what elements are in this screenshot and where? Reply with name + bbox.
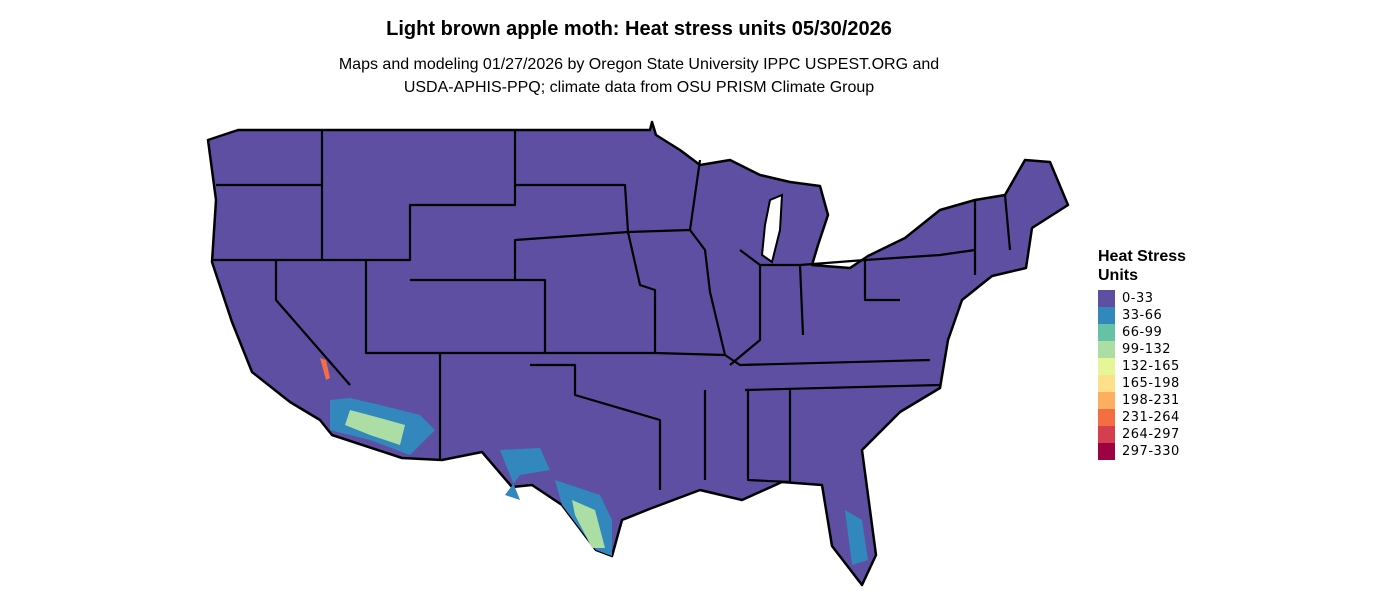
legend-label: 33-66: [1122, 308, 1163, 323]
heat-zone-south-texas-inner: [572, 500, 605, 548]
legend-swatch: [1098, 341, 1115, 358]
heat-zone-south-florida: [845, 510, 868, 565]
legend-swatch: [1098, 409, 1115, 426]
legend-item: 0-33: [1098, 290, 1208, 307]
legend-swatch: [1098, 324, 1115, 341]
legend-label: 198-231: [1122, 393, 1180, 408]
state-borders: [212, 130, 1012, 490]
legend-label: 165-198: [1122, 376, 1180, 391]
legend-swatch: [1098, 375, 1115, 392]
legend-swatch: [1098, 307, 1115, 324]
legend-label: 264-297: [1122, 427, 1180, 442]
legend-label: 66-99: [1122, 325, 1163, 340]
legend-item: 99-132: [1098, 341, 1208, 358]
legend-label: 297-330: [1122, 444, 1180, 459]
legend-swatch: [1098, 358, 1115, 375]
legend-swatch: [1098, 426, 1115, 443]
legend-item: 66-99: [1098, 324, 1208, 341]
legend-item: 165-198: [1098, 375, 1208, 392]
legend-item: 33-66: [1098, 307, 1208, 324]
legend-swatch: [1098, 443, 1115, 460]
heat-zones: [320, 358, 868, 565]
legend: Heat Stress Units 0-33 33-66 66-99 99-132 13…: [1098, 247, 1208, 460]
legend-item: 132-165: [1098, 358, 1208, 375]
heat-zone-colorado-river: [320, 358, 330, 380]
legend-label: 132-165: [1122, 359, 1180, 374]
legend-item: 264-297: [1098, 426, 1208, 443]
map-subtitle-line1: Maps and modeling 01/27/2026 by Oregon S…: [338, 56, 940, 73]
legend-label: 99-132: [1122, 342, 1172, 357]
lake-michigan: [760, 193, 784, 264]
map-title: Light brown apple moth: Heat stress unit…: [386, 18, 892, 40]
legend-item: 198-231: [1098, 392, 1208, 409]
legend-title: Heat Stress Units: [1098, 248, 1187, 284]
legend-swatch: [1098, 290, 1115, 307]
legend-label: 231-264: [1122, 410, 1180, 425]
legend-item: 297-330: [1098, 443, 1208, 460]
map-subtitle-line2: USDA-APHIS-PPQ; climate data from OSU PR…: [403, 79, 875, 96]
us-heat-stress-map: [206, 120, 1070, 587]
legend-swatch: [1098, 392, 1115, 409]
heat-zone-az-ca-inner: [345, 410, 405, 445]
legend-item: 231-264: [1098, 409, 1208, 426]
legend-label: 0-33: [1122, 291, 1154, 306]
heat-zone-west-texas: [500, 448, 550, 500]
